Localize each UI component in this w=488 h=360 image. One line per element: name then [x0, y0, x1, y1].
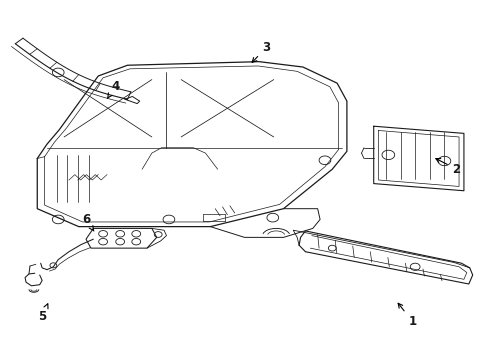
Text: 3: 3 — [252, 41, 270, 62]
Text: 6: 6 — [81, 213, 94, 231]
Text: 1: 1 — [397, 303, 416, 328]
Text: 2: 2 — [435, 158, 460, 176]
Text: 4: 4 — [107, 80, 119, 98]
Text: 5: 5 — [38, 304, 48, 323]
